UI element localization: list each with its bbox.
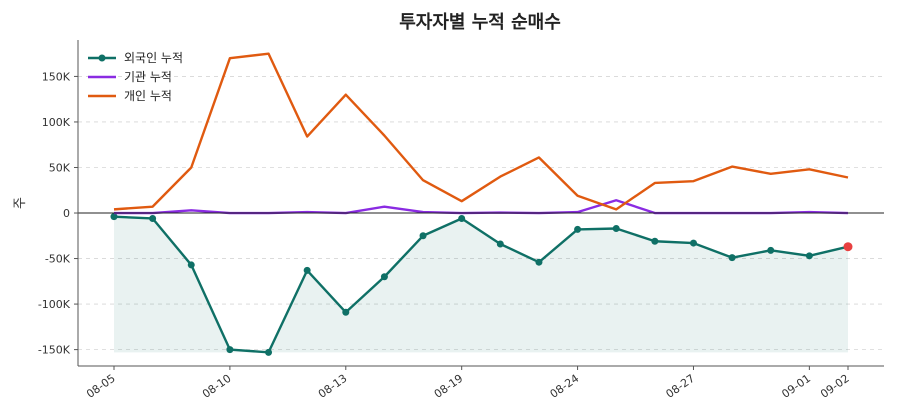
last-point-marker bbox=[843, 242, 853, 252]
data-point bbox=[226, 346, 234, 354]
data-point bbox=[149, 214, 157, 222]
y-tick-label: -50K bbox=[45, 253, 71, 266]
y-tick-label: 50K bbox=[49, 161, 71, 174]
gridlines bbox=[78, 76, 884, 351]
data-point bbox=[728, 254, 736, 262]
series-line bbox=[113, 215, 849, 354]
series-line bbox=[114, 199, 849, 215]
y-tick-label: 100K bbox=[42, 116, 71, 129]
data-point bbox=[110, 213, 118, 221]
data-point bbox=[767, 246, 775, 254]
area-fill bbox=[114, 216, 848, 353]
data-point bbox=[496, 240, 504, 248]
legend-label: 기관 누적 bbox=[124, 70, 172, 84]
data-point bbox=[535, 258, 543, 266]
data-point bbox=[342, 308, 350, 316]
x-tick-label: 08-05 bbox=[84, 372, 118, 401]
data-point bbox=[458, 214, 466, 222]
y-tick-label: 0 bbox=[63, 207, 70, 220]
x-tick-label: 08-24 bbox=[548, 372, 582, 401]
data-point bbox=[612, 224, 620, 232]
x-tick-label: 09-02 bbox=[818, 372, 852, 401]
data-point bbox=[380, 273, 388, 281]
data-point bbox=[574, 225, 582, 233]
x-tick-label: 08-27 bbox=[664, 372, 698, 401]
data-point bbox=[265, 348, 273, 356]
series-area-fill bbox=[114, 216, 848, 353]
series-line bbox=[113, 52, 849, 211]
y-axis-label: 주 bbox=[13, 197, 28, 209]
legend-marker bbox=[98, 54, 106, 62]
data-point bbox=[651, 237, 659, 245]
y-tick-label: 150K bbox=[42, 70, 71, 83]
data-point bbox=[419, 232, 427, 240]
legend-label: 외국인 누적 bbox=[124, 51, 183, 65]
y-tick-label: -150K bbox=[38, 344, 71, 357]
data-point bbox=[187, 261, 195, 269]
data-point bbox=[805, 252, 813, 260]
x-tick-label: 08-13 bbox=[316, 372, 350, 401]
data-point bbox=[689, 239, 697, 247]
x-tick-label: 09-01 bbox=[779, 372, 813, 401]
x-tick-label: 08-10 bbox=[200, 372, 234, 401]
x-tick-label: 08-19 bbox=[432, 372, 466, 401]
data-point bbox=[303, 266, 311, 274]
legend-label: 개인 누적 bbox=[124, 89, 172, 103]
y-tick-label: -100K bbox=[38, 298, 71, 311]
chart-title: 투자자별 누적 순매수 bbox=[399, 12, 561, 33]
